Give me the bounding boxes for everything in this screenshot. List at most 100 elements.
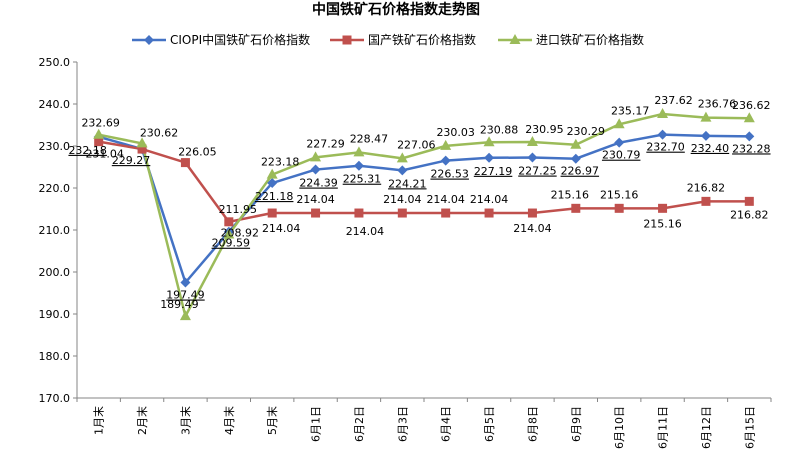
x-tick-label: 6月3日 bbox=[396, 406, 409, 442]
data-label-domestic: 215.16 bbox=[551, 188, 590, 201]
data-label-imported: 208.92 bbox=[221, 227, 260, 240]
x-tick-label: 6月15日 bbox=[743, 406, 756, 449]
data-label-imported: 228.47 bbox=[350, 132, 389, 145]
data-point-imported bbox=[613, 118, 625, 129]
data-point-ciopi bbox=[614, 137, 625, 148]
data-label-imported: 237.62 bbox=[654, 94, 693, 107]
data-point-imported bbox=[310, 151, 322, 162]
data-point-ciopi bbox=[484, 152, 495, 163]
x-tick-label: 6月1日 bbox=[310, 406, 323, 442]
data-label-imported: 235.17 bbox=[611, 104, 650, 117]
data-point-imported bbox=[526, 136, 538, 147]
data-label-ciopi: 232.40 bbox=[691, 142, 730, 155]
x-tick-label: 2月末 bbox=[135, 406, 149, 435]
data-point-domestic bbox=[614, 203, 624, 213]
data-point-ciopi bbox=[267, 178, 278, 189]
data-label-ciopi: 197.49 bbox=[166, 289, 205, 302]
data-point-domestic bbox=[354, 208, 364, 218]
data-point-imported bbox=[657, 107, 669, 118]
data-point-imported bbox=[266, 168, 278, 179]
x-tick-label: 6月11日 bbox=[657, 406, 670, 449]
data-point-ciopi bbox=[527, 152, 538, 163]
data-label-imported: 230.95 bbox=[525, 123, 564, 136]
x-tick-label: 5月末 bbox=[265, 406, 279, 435]
data-label-ciopi: 221.18 bbox=[255, 190, 294, 203]
legend-label-imported: 进口铁矿石价格指数 bbox=[536, 32, 644, 47]
x-tick-label: 6月8日 bbox=[526, 406, 539, 442]
data-point-ciopi bbox=[180, 277, 191, 288]
data-label-domestic: 215.16 bbox=[643, 217, 682, 230]
data-point-domestic bbox=[180, 158, 190, 168]
data-label-imported: 223.18 bbox=[261, 156, 300, 169]
data-label-ciopi: 225.31 bbox=[343, 173, 382, 186]
x-tick-label: 6月2日 bbox=[353, 406, 366, 442]
data-point-imported bbox=[570, 138, 582, 149]
data-label-domestic: 211.95 bbox=[219, 203, 258, 216]
data-label-ciopi: 226.53 bbox=[430, 168, 469, 181]
data-label-ciopi: 224.21 bbox=[388, 177, 427, 190]
data-label-ciopi: 226.97 bbox=[561, 165, 600, 178]
y-tick-label: 180.0 bbox=[39, 350, 71, 363]
data-point-ciopi bbox=[310, 164, 321, 175]
data-label-imported: 230.29 bbox=[567, 125, 606, 138]
legend-marker-domestic bbox=[342, 35, 352, 45]
legend-item-imported: 进口铁矿石价格指数 bbox=[498, 32, 644, 47]
data-label-domestic: 216.82 bbox=[730, 208, 769, 221]
data-label-domestic: 214.04 bbox=[470, 193, 509, 206]
x-tick-label: 6月5日 bbox=[483, 406, 496, 442]
data-label-domestic: 215.16 bbox=[600, 188, 639, 201]
data-point-domestic bbox=[484, 208, 494, 218]
x-tick-label: 6月12日 bbox=[700, 406, 713, 449]
data-point-domestic bbox=[137, 144, 147, 154]
data-label-imported: 230.88 bbox=[480, 123, 519, 136]
data-label-ciopi: 229.27 bbox=[112, 154, 151, 167]
data-label-domestic: 214.04 bbox=[426, 193, 465, 206]
y-tick-label: 190.0 bbox=[39, 308, 71, 321]
data-label-domestic: 214.04 bbox=[383, 193, 422, 206]
y-tick-label: 230.0 bbox=[39, 140, 71, 153]
x-tick-label: 4月末 bbox=[222, 406, 236, 435]
data-point-domestic bbox=[744, 196, 754, 206]
data-label-domestic: 231.04 bbox=[85, 148, 124, 161]
y-tick-label: 250.0 bbox=[39, 56, 71, 69]
data-point-imported bbox=[700, 111, 712, 122]
data-point-imported bbox=[93, 128, 105, 139]
data-point-imported bbox=[483, 136, 495, 147]
data-point-imported bbox=[136, 137, 148, 148]
data-label-imported: 230.62 bbox=[140, 126, 179, 139]
data-label-imported: 227.29 bbox=[306, 137, 345, 150]
data-point-domestic bbox=[527, 208, 537, 218]
legend-item-ciopi: CIOPI中国铁矿石价格指数 bbox=[132, 32, 310, 47]
data-label-imported: 227.06 bbox=[397, 138, 436, 151]
data-label-ciopi: 224.39 bbox=[299, 177, 338, 190]
data-label-domestic: 226.05 bbox=[178, 146, 217, 159]
y-tick-label: 170.0 bbox=[39, 392, 71, 405]
legend-marker-ciopi bbox=[144, 35, 154, 45]
data-label-ciopi: 227.19 bbox=[474, 165, 513, 178]
data-label-imported: 236.62 bbox=[732, 99, 771, 112]
data-point-ciopi bbox=[440, 155, 451, 166]
chart-title: 中国铁矿石价格指数走势图 bbox=[312, 1, 480, 18]
legend-label-domestic: 国产铁矿石价格指数 bbox=[368, 32, 476, 47]
data-point-domestic bbox=[571, 203, 581, 213]
x-tick-label: 6月4日 bbox=[440, 406, 453, 442]
data-point-imported bbox=[396, 152, 408, 163]
y-tick-label: 210.0 bbox=[39, 224, 71, 237]
legend-marker-imported bbox=[509, 34, 521, 44]
series-line-ciopi bbox=[98, 133, 750, 286]
data-point-ciopi bbox=[397, 165, 408, 176]
data-point-domestic bbox=[267, 208, 277, 218]
data-point-domestic bbox=[224, 217, 234, 227]
series-line-domestic bbox=[98, 140, 750, 224]
data-label-imported: 230.03 bbox=[436, 126, 475, 139]
data-label-imported: 236.76 bbox=[698, 98, 737, 111]
data-label-domestic: 214.04 bbox=[513, 222, 552, 235]
data-point-imported bbox=[179, 310, 191, 321]
data-label-domestic: 214.04 bbox=[346, 225, 385, 238]
data-label-ciopi: 232.28 bbox=[732, 142, 771, 155]
data-point-ciopi bbox=[657, 129, 668, 140]
data-label-ciopi: 232.70 bbox=[646, 141, 685, 154]
data-point-imported bbox=[440, 139, 452, 150]
data-point-domestic bbox=[94, 137, 104, 147]
data-point-domestic bbox=[311, 208, 321, 218]
